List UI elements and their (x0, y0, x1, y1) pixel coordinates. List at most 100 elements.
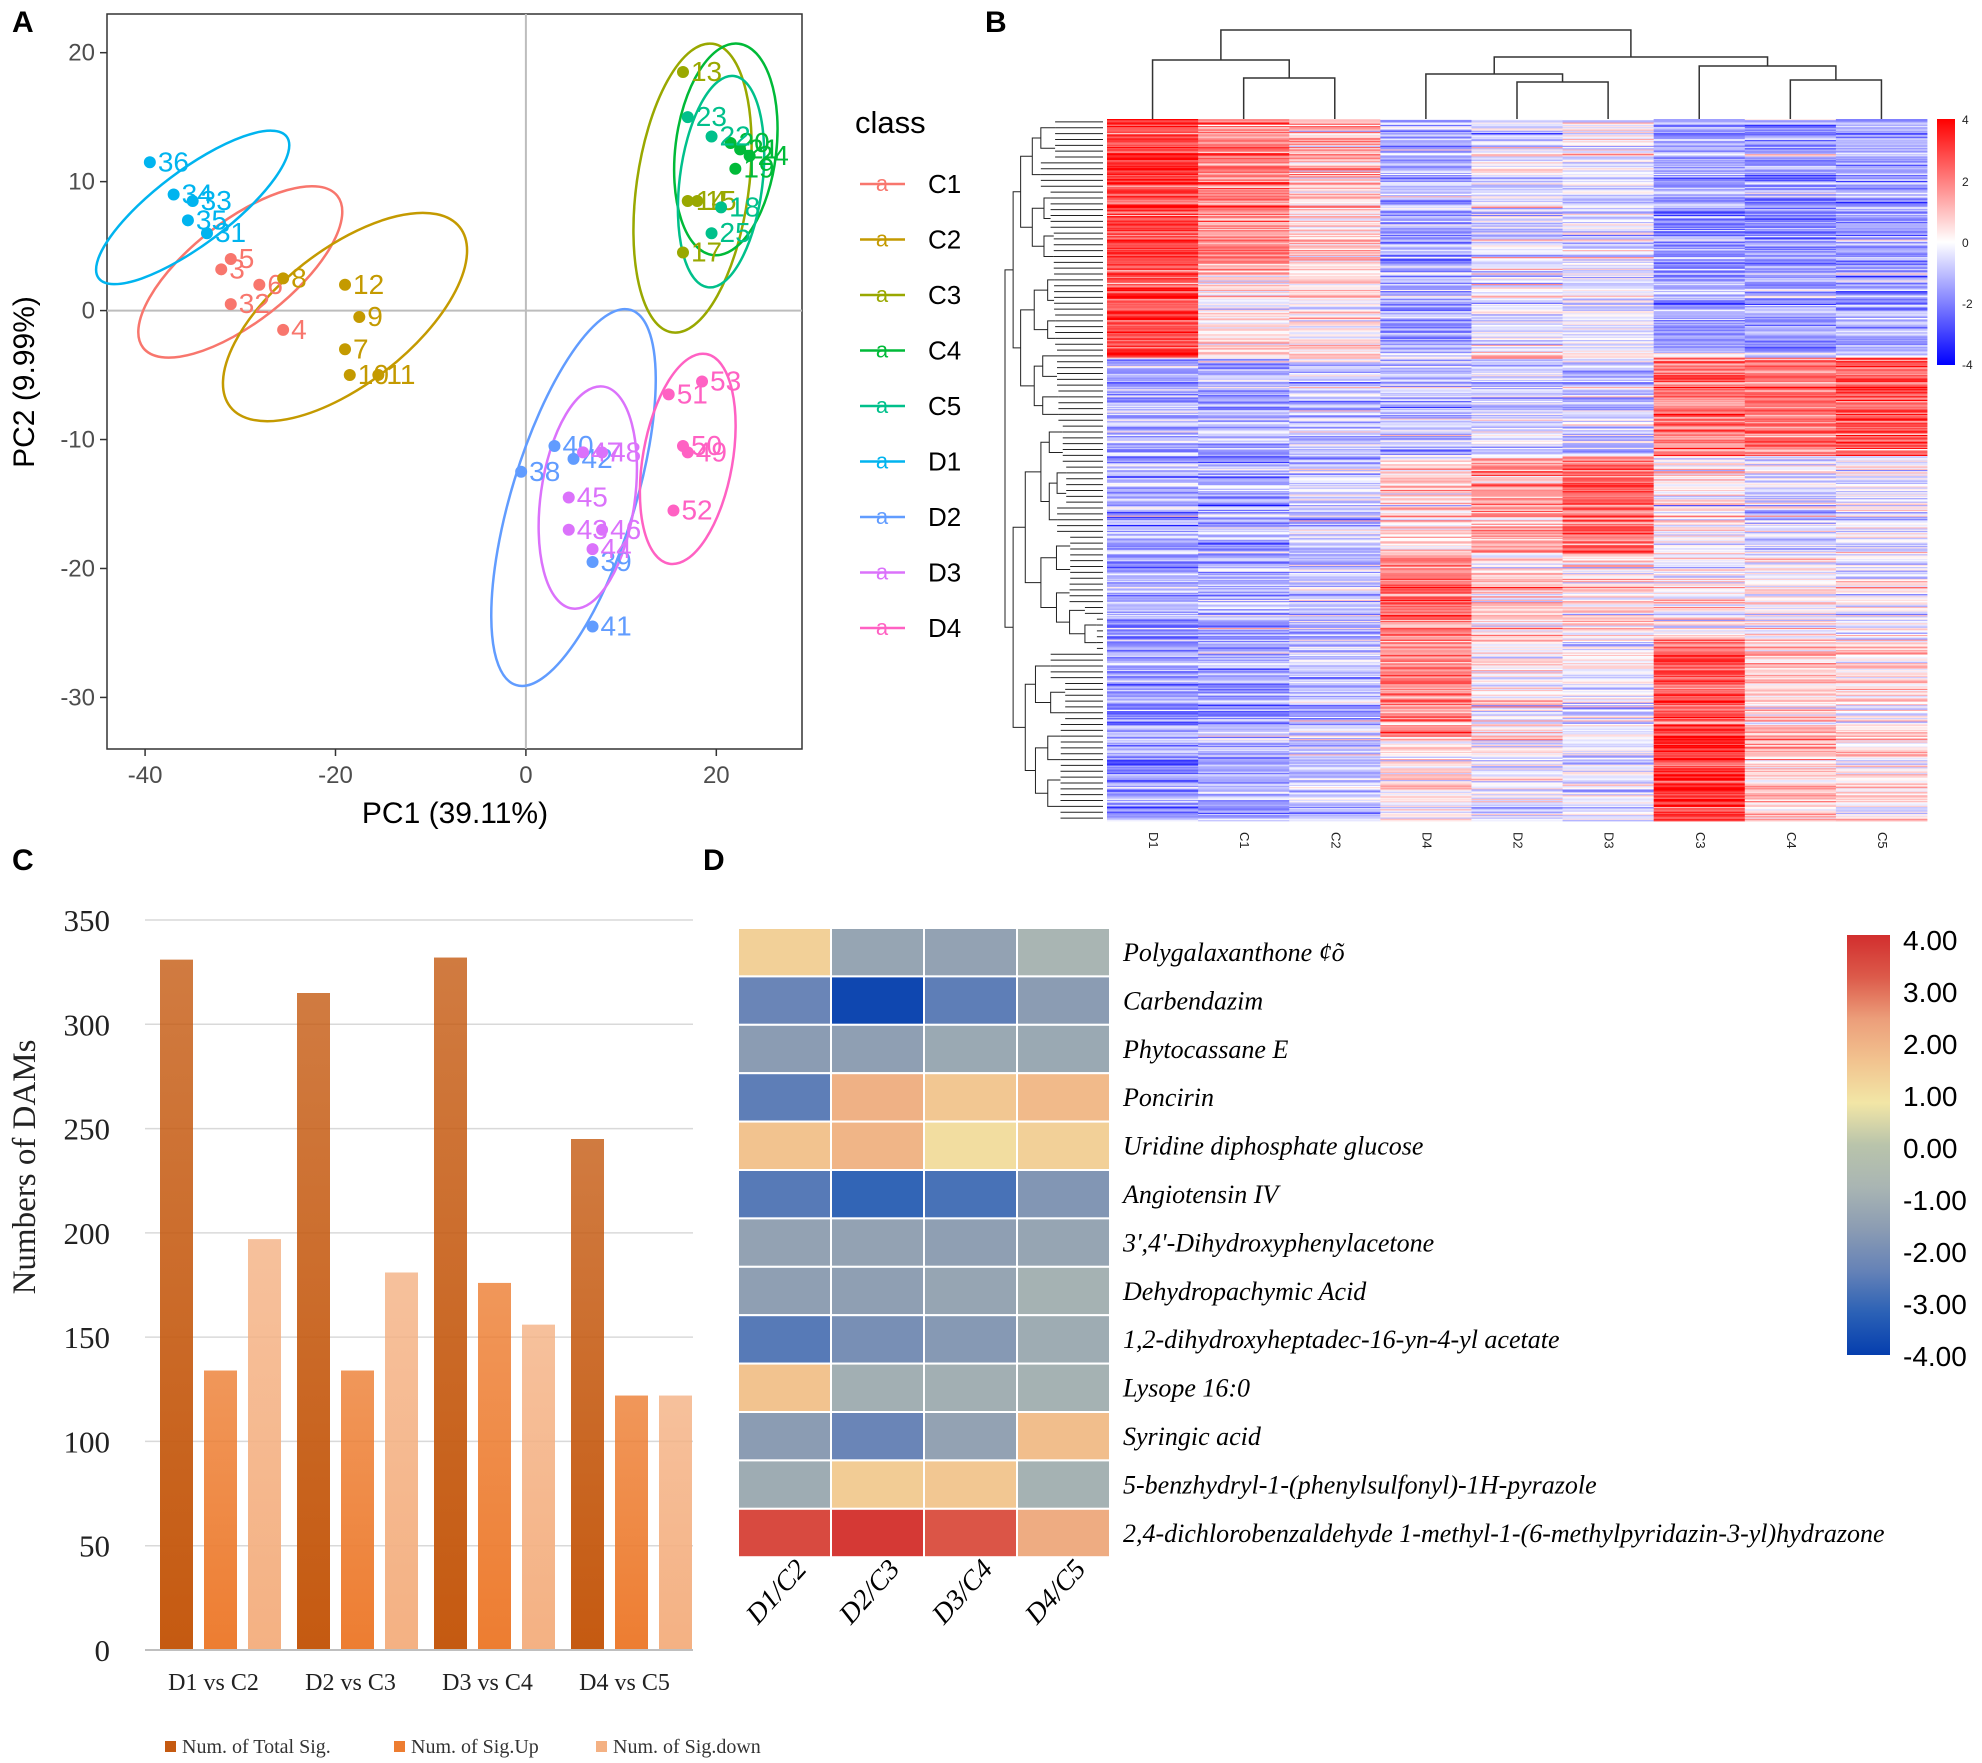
heatmap-cell (1107, 406, 1199, 409)
heatmap-cell (1198, 644, 1290, 646)
heatmap-cell (1562, 617, 1655, 619)
heatmap-cell (1107, 273, 1199, 276)
heatmap-cell (1653, 415, 1746, 417)
heatmap-cell (1289, 597, 1381, 600)
heatmap-cell (1562, 461, 1655, 464)
heatmap-cell (1471, 523, 1563, 526)
heatmap-cell (1744, 522, 1837, 525)
heatmap-cell (1380, 188, 1472, 190)
heatmap-cell (1835, 372, 1928, 375)
heatmap-cell (1653, 664, 1746, 666)
heatmap-cell (1744, 313, 1837, 315)
heatmap-cell (1471, 541, 1563, 543)
heatmap-cell (1198, 330, 1290, 333)
heatmap-cell (1562, 224, 1655, 226)
heatmap-cell (1835, 299, 1928, 301)
heatmap-cell (1198, 177, 1290, 180)
heatmap-cell (1198, 577, 1290, 580)
heatmap-cell (1289, 420, 1381, 423)
heatmap-cell (1198, 462, 1290, 465)
heatmap-cell (1198, 438, 1290, 440)
heatmap-cell (1471, 302, 1563, 305)
dendrogram-link (1020, 309, 1035, 387)
heatmap-cell (1744, 155, 1837, 157)
heatmap-cell (1471, 520, 1563, 522)
heatmap-cell (1653, 133, 1746, 135)
heatmap-cell (1835, 595, 1928, 597)
heatmap-cell (1380, 501, 1472, 504)
heatmap-cell (1289, 239, 1381, 242)
heatmap-cell (1835, 329, 1928, 332)
heatmap-cell (1198, 283, 1290, 286)
heatmap-cell (1380, 392, 1472, 395)
heatmap-cell (1107, 679, 1199, 681)
legend-label-C2: C2 (928, 225, 961, 255)
heatmap-cell (1835, 660, 1928, 663)
heatmap-cell (1835, 634, 1928, 637)
heatmap-cell (1744, 198, 1837, 201)
heatmap-cell (1744, 590, 1837, 593)
heatmap-cell (1653, 625, 1746, 628)
heatmap-cell (1744, 257, 1837, 259)
point-D3 (596, 523, 609, 536)
heatmap-cell (1562, 451, 1655, 453)
heatmap-cell (1107, 692, 1199, 694)
heatmap-cell (1744, 176, 1837, 178)
heatmap-cell (1835, 649, 1928, 651)
heatmap-cell (1380, 150, 1472, 153)
heatmap-cell (1198, 176, 1290, 178)
heatmap-cell (1289, 269, 1381, 272)
heatmap-cell (1198, 147, 1290, 149)
heatmap-cell (1744, 140, 1837, 142)
heatmap-cell (1380, 295, 1472, 298)
heatmap-cell (1198, 137, 1290, 140)
heatmap-cell (1471, 716, 1563, 719)
heatmap-cell (1198, 258, 1290, 260)
heatmap-cell (1653, 488, 1746, 491)
heatmap-cell (1835, 134, 1928, 136)
heatmap-cell (1835, 619, 1928, 622)
heatmap-cell (1835, 631, 1928, 634)
heatmap-cell (1107, 142, 1199, 144)
heatmap-cell (1744, 382, 1837, 384)
heatmap-cell (1380, 141, 1472, 143)
heatmap-cell (1835, 283, 1928, 286)
heatmap-cell (1107, 420, 1199, 423)
heatmap-cell (1562, 558, 1655, 561)
heatmap-cell (1835, 708, 1928, 711)
heatmap-cell (1744, 216, 1837, 218)
heatmap-cell (1562, 507, 1655, 510)
heatmap-cell (1107, 529, 1199, 532)
heatmap-cell (1380, 551, 1472, 554)
heatmap-cell (1380, 556, 1472, 559)
heatmap-cell (1562, 695, 1655, 698)
heatmap-cell (1471, 515, 1563, 518)
heatmap-cell (1653, 268, 1746, 271)
heatmap-cell (1289, 378, 1381, 381)
heatmap-cell (1835, 322, 1928, 325)
heatmap-cell (1380, 527, 1472, 529)
heatmap-cell (1835, 127, 1928, 129)
heatmap-cell (1653, 681, 1746, 684)
heatmap-cell (1380, 245, 1472, 247)
heatmap-cell (1835, 147, 1928, 149)
heatmap-cell (1653, 583, 1746, 586)
dendrogram-link (1031, 137, 1041, 176)
heatmap-cell (1471, 500, 1563, 502)
heatmap-cell (1744, 594, 1837, 596)
heatmap-cell (1198, 355, 1290, 357)
heatmap-cell (1198, 466, 1290, 469)
heatmap-cell (1835, 250, 1928, 252)
heatmap-cell (1289, 591, 1381, 594)
heatmap-cell (1744, 603, 1837, 605)
heatmap-cell (1107, 548, 1199, 550)
heatmap-cell (1744, 571, 1837, 574)
heatmap-cell (1471, 631, 1563, 634)
heatmap-cell (1744, 575, 1837, 577)
heatmap-cell (1107, 283, 1199, 286)
heatmap-cell (1289, 282, 1381, 285)
heatmap-cell (1471, 391, 1563, 394)
heatmap-cell (1653, 605, 1746, 608)
heatmap-cell (1471, 351, 1563, 354)
heatmap-cell (1107, 200, 1199, 203)
